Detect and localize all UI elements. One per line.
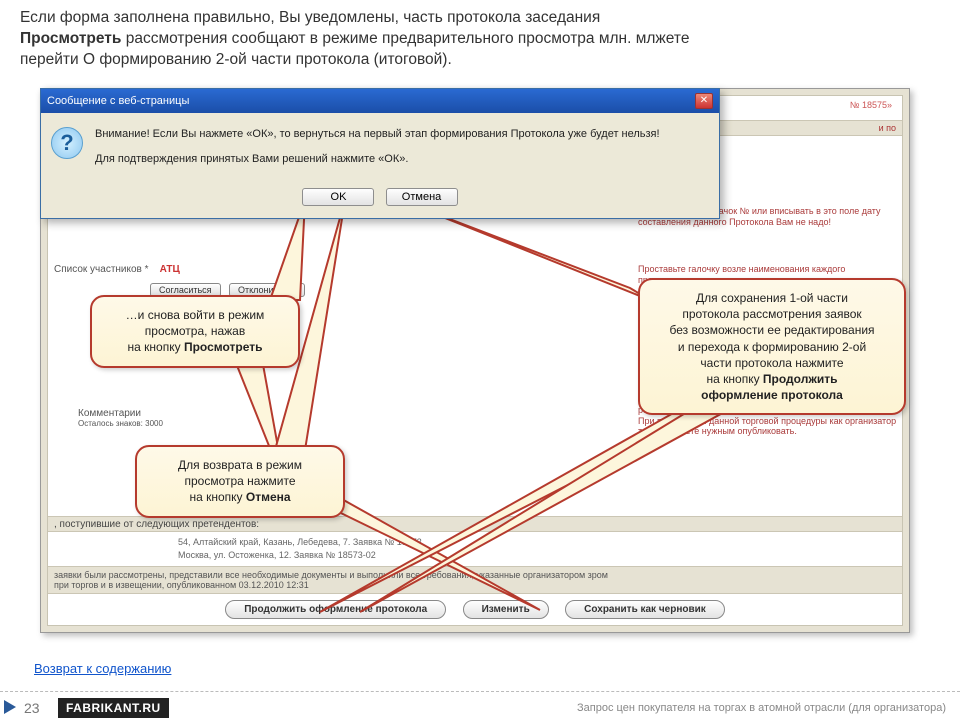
c1-l3b: Просмотреть — [184, 340, 263, 354]
c2-l3: на кнопку — [189, 490, 245, 504]
result-line: , поступившие от следующих претендентов: — [54, 519, 259, 530]
question-icon: ? — [51, 127, 83, 159]
dialog-titlebar: Сообщение с веб-страницы ✕ — [41, 89, 719, 113]
callout-view-again: …и снова войти в режим просмотра, нажав … — [90, 295, 300, 368]
addr-row-1: 54, Алтайский край, Казань, Лебедева, 7.… — [178, 536, 896, 549]
participants-label: Список участников * — [54, 264, 149, 275]
summary-row-2: при торгов и в извещении, опубликованном… — [54, 580, 896, 590]
continue-protocol-button[interactable]: Продолжить оформление протокола — [225, 600, 446, 619]
doc-number: № 18575» — [850, 100, 892, 110]
summary-row-1: заявки были рассмотрены, представили все… — [54, 570, 896, 580]
comments-left: Осталось знаков: 3000 — [78, 419, 163, 428]
c3-l7b: оформление протокола — [701, 388, 843, 402]
intro-bold: Просмотреть — [20, 30, 121, 47]
save-draft-button[interactable]: Сохранить как черновик — [565, 600, 725, 619]
intro-text: Если форма заполнена правильно, Вы уведо… — [20, 8, 940, 71]
dialog-line2: Для подтверждения принятых Вами решений … — [95, 152, 707, 167]
c1-l3: на кнопку — [128, 340, 184, 354]
c3-l5: части протокола нажмите — [654, 355, 890, 371]
c3-l1: Для сохранения 1-ой части — [654, 290, 890, 306]
bottom-toolbar: Продолжить оформление протокола Изменить… — [48, 599, 902, 619]
c3-l6: на кнопку — [707, 372, 763, 386]
c1-l1: …и снова войти в режим — [106, 307, 284, 323]
c3-l6b: Продолжить — [763, 372, 838, 386]
c3-l4: и перехода к формированию 2-ой — [654, 339, 890, 355]
footer-divider — [0, 691, 960, 692]
addr-row-2: Москва, ул. Остоженка, 12. Заявка № 1857… — [178, 549, 896, 562]
dialog-line1: Внимание! Если Вы нажмете «ОК», то верну… — [95, 127, 707, 142]
dialog-cancel-button[interactable]: Отмена — [386, 188, 458, 206]
logo: FABRIKANT.RU — [58, 698, 169, 718]
c3-l2: протокола рассмотрения заявок — [654, 306, 890, 322]
participants-value: АТЦ — [160, 264, 180, 275]
comments-label: Комментарии — [78, 408, 163, 419]
confirm-dialog: Сообщение с веб-страницы ✕ ? Внимание! Е… — [40, 88, 720, 219]
intro-line1a: Если форма заполнена правильно, Вы уведо… — [20, 9, 600, 26]
c2-l2: просмотра нажмите — [151, 473, 329, 489]
c2-l3b: Отмена — [246, 490, 291, 504]
help-row1-tail: и по — [879, 123, 896, 133]
close-icon[interactable]: ✕ — [695, 93, 713, 109]
c3-l3: без возможности ее редактирования — [654, 322, 890, 338]
intro-line1b-rest: рассмотрения сообщают в режиме предварит… — [126, 30, 690, 47]
intro-line2: перейти О формированию 2-ой части проток… — [20, 50, 940, 71]
callout-cancel: Для возврата в режим просмотра нажмите н… — [135, 445, 345, 518]
dialog-title: Сообщение с веб-страницы — [47, 95, 189, 107]
dialog-ok-button[interactable]: OK — [302, 188, 374, 206]
edit-button[interactable]: Изменить — [463, 600, 549, 619]
callout-continue: Для сохранения 1-ой части протокола расс… — [638, 278, 906, 415]
page-arrow-icon — [4, 700, 16, 714]
back-to-contents-link[interactable]: Возврат к содержанию — [34, 661, 171, 676]
c1-l2: просмотра, нажав — [106, 323, 284, 339]
page-number: 23 — [24, 700, 40, 716]
footer-caption: Запрос цен покупателя на торгах в атомно… — [577, 702, 946, 714]
c2-l1: Для возврата в режим — [151, 457, 329, 473]
